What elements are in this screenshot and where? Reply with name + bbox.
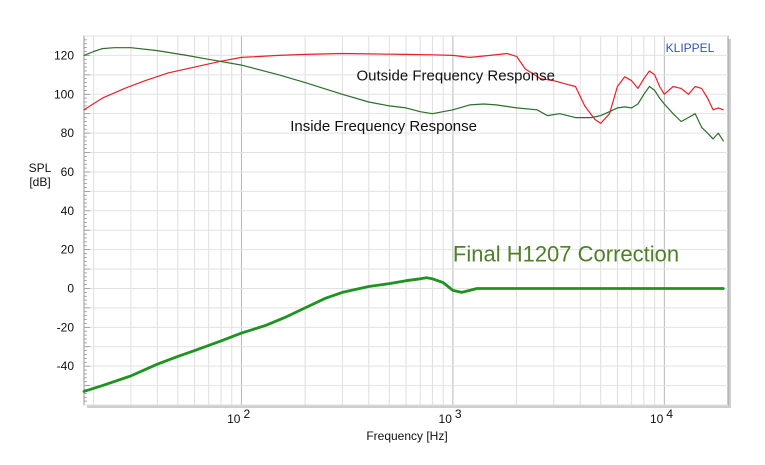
y-tick-label: 20 [61,243,75,257]
x-tick-label: 10 [227,412,241,426]
y-tick-label: 60 [61,165,75,179]
y-tick-label: 40 [61,204,75,218]
grid-lines [84,35,728,406]
annotations: Outside Frequency Response Inside Frequen… [290,68,679,267]
series-layer [82,47,725,393]
series-inside-line [83,47,724,142]
x-tick-exponent: 4 [666,407,673,421]
y-tick-label: -20 [57,320,75,334]
y-axis-label-line2: [dB] [29,175,50,189]
y-tick-label: 80 [61,126,75,140]
x-tick-label: 10 [650,412,664,426]
annotation-label: Outside Frequency Response [357,68,555,85]
y-axis-label-line1: SPL [29,161,52,175]
annotation-label: Final H1207 Correction [453,241,679,266]
x-tick-labels: 10 2 10 3 10 4 [227,407,673,426]
y-tick-label: -40 [57,359,75,373]
x-axis-label: Frequency [Hz] [366,429,447,443]
x-tick-label: 10 [439,412,453,426]
brand-label: KLIPPEL [666,41,715,55]
y-tick-label: 0 [67,281,74,295]
x-tick-exponent: 3 [455,407,462,421]
y-tick-label: 100 [54,87,74,101]
y-tick-label: 120 [54,48,74,62]
series-correction-line [82,276,725,393]
series-outside-line [83,52,724,124]
annotation-label: Inside Frequency Response [290,118,477,135]
x-tick-exponent: 2 [243,407,250,421]
y-tick-labels: 120 100 80 60 40 20 0 -20 -40 [54,48,74,373]
plot-area [83,35,731,408]
